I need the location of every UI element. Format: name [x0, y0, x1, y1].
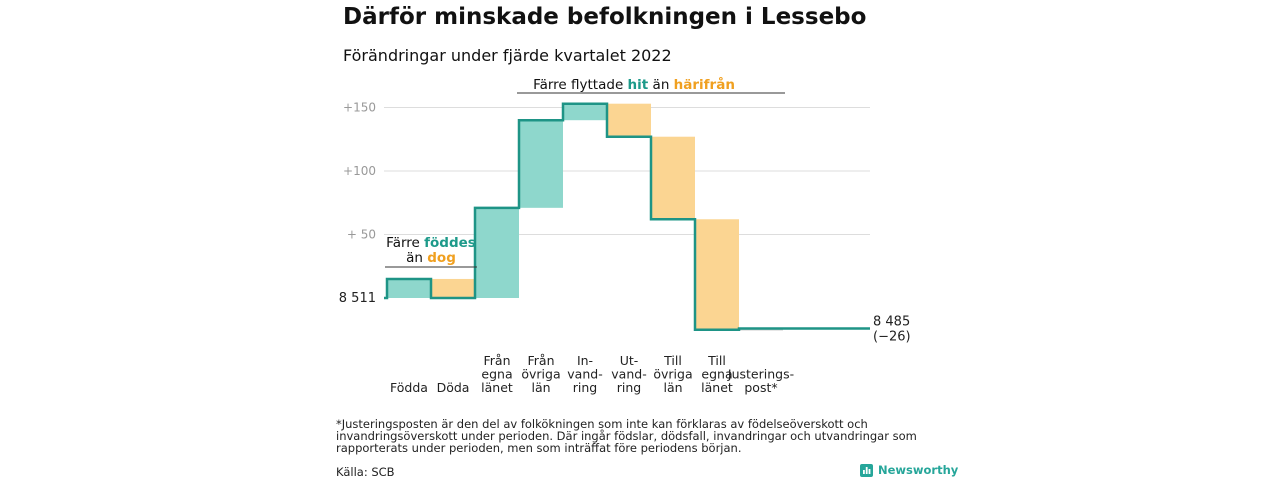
- waterfall-chart: +150 +100 + 50 8 511 8 485(−26) Födda Döda Från…: [339, 76, 911, 395]
- category-label: länet: [701, 380, 733, 395]
- y-tick-label: +100: [343, 164, 376, 178]
- chart-title: Därför minskade befolkningen i Lessebo: [343, 4, 867, 30]
- y-tick-label: +150: [343, 101, 376, 115]
- waterfall-bar: [607, 103, 651, 137]
- category-label: län: [531, 380, 550, 395]
- category-label: Justerings-: [727, 367, 794, 382]
- category-label: ring: [573, 380, 597, 395]
- waterfall-bar: [563, 103, 607, 121]
- source-label: Källa: SCB: [336, 465, 395, 479]
- category-label: In-: [577, 353, 593, 368]
- category-label: post*: [744, 380, 777, 395]
- category-label: ring: [617, 380, 641, 395]
- waterfall-bar: [519, 120, 563, 208]
- category-label: län: [663, 380, 682, 395]
- category-label: vand-: [611, 367, 646, 382]
- category-label: övriga: [521, 367, 560, 382]
- start-value-label: 8 511: [339, 291, 376, 306]
- category-label: Från: [483, 353, 510, 368]
- end-change-label: (−26): [873, 329, 911, 344]
- brand-logo: Newsworthy: [860, 463, 958, 477]
- end-value-label: 8 485: [873, 314, 910, 329]
- y-tick-label: + 50: [347, 228, 376, 242]
- waterfall-bar: [695, 219, 739, 330]
- category-label: Till: [663, 353, 682, 368]
- category-label: Till: [707, 353, 726, 368]
- waterfall-bar: [387, 278, 431, 298]
- waterfall-bar: [475, 207, 519, 298]
- annotation-migration: Färre flyttade hit än härifrån: [533, 76, 735, 93]
- waterfall-bar: [431, 278, 475, 298]
- waterfall-bar: [651, 136, 695, 220]
- category-label: Födda: [390, 380, 428, 395]
- chart-subtitle: Förändringar under fjärde kvartalet 2022: [343, 46, 672, 65]
- footnote: *Justeringsposten är den del av folkökni…: [336, 417, 917, 455]
- category-label: Ut-: [620, 353, 639, 368]
- category-label: egna: [701, 367, 732, 382]
- category-label: vand-: [567, 367, 602, 382]
- bar-chart-logo-icon: [860, 463, 873, 477]
- category-label: Från: [527, 353, 554, 368]
- population-step-line: [384, 102, 870, 331]
- brand-name: Newsworthy: [878, 463, 959, 477]
- category-label: övriga: [653, 367, 692, 382]
- category-label: Döda: [437, 380, 470, 395]
- annotation-births-line1: Färre föddes: [386, 235, 476, 251]
- annotation-births-line2: än dog: [406, 250, 456, 266]
- category-label: egna: [481, 367, 512, 382]
- category-label: länet: [481, 380, 513, 395]
